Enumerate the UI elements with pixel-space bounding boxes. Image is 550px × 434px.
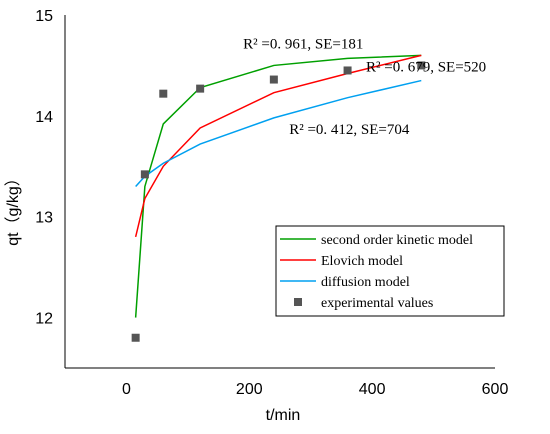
legend-swatch [294, 298, 302, 306]
data-point [140, 170, 149, 179]
legend: second order kinetic model Elovich model d… [275, 225, 505, 317]
x-tick-label: 200 [236, 381, 263, 398]
y-tick-label: 13 [35, 210, 53, 227]
axes [64, 15, 495, 369]
series-line-1 [134, 54, 422, 238]
legend-box [275, 225, 505, 317]
data-point [269, 75, 278, 84]
y-tick-label: 14 [35, 109, 53, 126]
data-point [417, 61, 426, 70]
x-tick-label: 0 [122, 381, 131, 398]
data-point [196, 84, 205, 93]
x-tick-label: 600 [482, 381, 509, 398]
series-group [131, 54, 426, 342]
fit-annotation: R² =0. 961, SE=181 [243, 36, 363, 52]
x-tick-label: 400 [359, 381, 386, 398]
fit-annotation: R² =0. 679, SE=520 [366, 59, 486, 75]
data-point [343, 66, 352, 75]
fit-annotation: R² =0. 412, SE=704 [289, 122, 410, 138]
x-axis-label: t/min [266, 407, 301, 424]
y-axis-label: qt（g/kg） [4, 170, 22, 246]
legend-entry: Elovich model [321, 254, 403, 269]
legend-entry: experimental values [321, 296, 433, 311]
tick-labels: 0 200 400 600 12 13 14 15 [35, 8, 508, 398]
legend-entry: diffusion model [321, 275, 410, 290]
legend-entry: second order kinetic model [321, 233, 473, 248]
y-tick-label: 12 [35, 311, 53, 328]
data-point [131, 333, 140, 342]
data-point [159, 89, 168, 98]
y-tick-label: 15 [35, 8, 53, 25]
